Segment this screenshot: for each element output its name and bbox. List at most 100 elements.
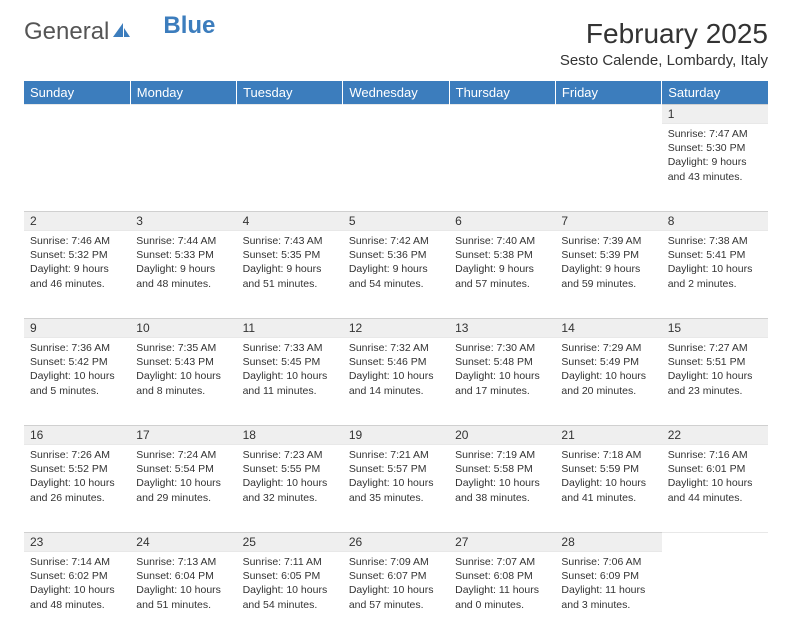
daylight-line: Daylight: 10 hours and 20 minutes. (561, 369, 655, 397)
day-number-cell: 1 (662, 105, 768, 124)
weekday-header: Saturday (662, 81, 768, 105)
sunset-line: Sunset: 5:54 PM (136, 462, 230, 476)
sunrise-line: Sunrise: 7:27 AM (668, 341, 762, 355)
day-number-cell: 8 (662, 212, 768, 231)
sunset-line: Sunset: 5:46 PM (349, 355, 443, 369)
daylight-line: Daylight: 10 hours and 48 minutes. (30, 583, 124, 611)
day-cell (130, 124, 236, 212)
day-cell: Sunrise: 7:39 AMSunset: 5:39 PMDaylight:… (555, 231, 661, 319)
day-cell (555, 124, 661, 212)
sunrise-line: Sunrise: 7:35 AM (136, 341, 230, 355)
sunset-line: Sunset: 5:39 PM (561, 248, 655, 262)
sunrise-line: Sunrise: 7:33 AM (243, 341, 337, 355)
day-cell (662, 552, 768, 640)
daylight-line: Daylight: 9 hours and 54 minutes. (349, 262, 443, 290)
sunrise-line: Sunrise: 7:32 AM (349, 341, 443, 355)
sunset-line: Sunset: 6:07 PM (349, 569, 443, 583)
day-number-cell: 26 (343, 533, 449, 552)
day-number-cell: 18 (237, 426, 343, 445)
day-number-cell (662, 533, 768, 552)
daylight-line: Daylight: 10 hours and 26 minutes. (30, 476, 124, 504)
sunset-line: Sunset: 5:58 PM (455, 462, 549, 476)
daylight-line: Daylight: 10 hours and 29 minutes. (136, 476, 230, 504)
daylight-line: Daylight: 9 hours and 57 minutes. (455, 262, 549, 290)
sunset-line: Sunset: 5:57 PM (349, 462, 443, 476)
day-number-cell: 10 (130, 319, 236, 338)
sunset-line: Sunset: 5:38 PM (455, 248, 549, 262)
day-number-cell: 25 (237, 533, 343, 552)
logo-sail-icon (111, 18, 131, 46)
sunset-line: Sunset: 5:43 PM (136, 355, 230, 369)
day-cell: Sunrise: 7:09 AMSunset: 6:07 PMDaylight:… (343, 552, 449, 640)
day-number-cell: 6 (449, 212, 555, 231)
sunset-line: Sunset: 5:45 PM (243, 355, 337, 369)
sunrise-line: Sunrise: 7:21 AM (349, 448, 443, 462)
day-number-cell: 27 (449, 533, 555, 552)
logo-text-blue: Blue (163, 12, 215, 40)
day-number-cell: 28 (555, 533, 661, 552)
day-number-cell: 19 (343, 426, 449, 445)
month-title: February 2025 (560, 18, 768, 50)
day-cell (237, 124, 343, 212)
daylight-line: Daylight: 10 hours and 35 minutes. (349, 476, 443, 504)
sunrise-line: Sunrise: 7:44 AM (136, 234, 230, 248)
day-content-row: Sunrise: 7:14 AMSunset: 6:02 PMDaylight:… (24, 552, 768, 640)
day-cell: Sunrise: 7:14 AMSunset: 6:02 PMDaylight:… (24, 552, 130, 640)
weekday-header: Thursday (449, 81, 555, 105)
daynum-row: 1 (24, 105, 768, 124)
daylight-line: Daylight: 9 hours and 43 minutes. (668, 155, 762, 183)
day-cell: Sunrise: 7:13 AMSunset: 6:04 PMDaylight:… (130, 552, 236, 640)
day-cell: Sunrise: 7:30 AMSunset: 5:48 PMDaylight:… (449, 338, 555, 426)
day-cell: Sunrise: 7:06 AMSunset: 6:09 PMDaylight:… (555, 552, 661, 640)
daynum-row: 2345678 (24, 212, 768, 231)
day-cell: Sunrise: 7:40 AMSunset: 5:38 PMDaylight:… (449, 231, 555, 319)
daylight-line: Daylight: 10 hours and 41 minutes. (561, 476, 655, 504)
sunrise-line: Sunrise: 7:36 AM (30, 341, 124, 355)
day-cell: Sunrise: 7:35 AMSunset: 5:43 PMDaylight:… (130, 338, 236, 426)
day-number-cell (449, 105, 555, 124)
logo: General Blue (24, 18, 215, 46)
day-cell: Sunrise: 7:19 AMSunset: 5:58 PMDaylight:… (449, 445, 555, 533)
day-number-cell: 20 (449, 426, 555, 445)
day-number-cell (555, 105, 661, 124)
daylight-line: Daylight: 10 hours and 5 minutes. (30, 369, 124, 397)
daylight-line: Daylight: 11 hours and 3 minutes. (561, 583, 655, 611)
day-cell: Sunrise: 7:21 AMSunset: 5:57 PMDaylight:… (343, 445, 449, 533)
day-number-cell: 21 (555, 426, 661, 445)
daylight-line: Daylight: 10 hours and 38 minutes. (455, 476, 549, 504)
sunrise-line: Sunrise: 7:24 AM (136, 448, 230, 462)
day-number-cell: 22 (662, 426, 768, 445)
sunset-line: Sunset: 5:51 PM (668, 355, 762, 369)
sunrise-line: Sunrise: 7:39 AM (561, 234, 655, 248)
day-cell: Sunrise: 7:24 AMSunset: 5:54 PMDaylight:… (130, 445, 236, 533)
daynum-row: 232425262728 (24, 533, 768, 552)
day-cell (449, 124, 555, 212)
sunset-line: Sunset: 5:33 PM (136, 248, 230, 262)
day-number-cell: 12 (343, 319, 449, 338)
daynum-row: 16171819202122 (24, 426, 768, 445)
sunset-line: Sunset: 5:32 PM (30, 248, 124, 262)
sunset-line: Sunset: 5:59 PM (561, 462, 655, 476)
day-number-cell: 15 (662, 319, 768, 338)
sunset-line: Sunset: 5:55 PM (243, 462, 337, 476)
day-number-cell: 11 (237, 319, 343, 338)
sunset-line: Sunset: 6:02 PM (30, 569, 124, 583)
day-number-cell: 14 (555, 319, 661, 338)
day-cell: Sunrise: 7:07 AMSunset: 6:08 PMDaylight:… (449, 552, 555, 640)
daynum-row: 9101112131415 (24, 319, 768, 338)
day-cell: Sunrise: 7:46 AMSunset: 5:32 PMDaylight:… (24, 231, 130, 319)
day-number-cell: 3 (130, 212, 236, 231)
weekday-header: Monday (130, 81, 236, 105)
day-number-cell: 2 (24, 212, 130, 231)
header: General Blue February 2025 Sesto Calende… (24, 18, 768, 69)
sunset-line: Sunset: 5:49 PM (561, 355, 655, 369)
calendar-table: SundayMondayTuesdayWednesdayThursdayFrid… (24, 81, 768, 640)
sunset-line: Sunset: 5:30 PM (668, 141, 762, 155)
sunset-line: Sunset: 6:09 PM (561, 569, 655, 583)
day-cell: Sunrise: 7:16 AMSunset: 6:01 PMDaylight:… (662, 445, 768, 533)
day-content-row: Sunrise: 7:46 AMSunset: 5:32 PMDaylight:… (24, 231, 768, 319)
sunrise-line: Sunrise: 7:07 AM (455, 555, 549, 569)
sunset-line: Sunset: 6:08 PM (455, 569, 549, 583)
sunset-line: Sunset: 5:35 PM (243, 248, 337, 262)
day-cell (24, 124, 130, 212)
